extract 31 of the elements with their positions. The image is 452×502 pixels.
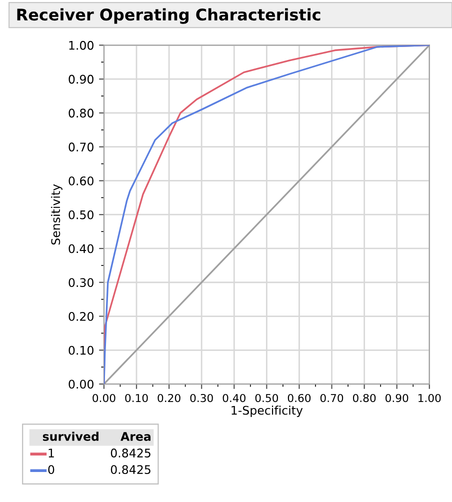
- y-tick-label: 0.40: [68, 244, 94, 254]
- y-tick-label: 0.50: [68, 210, 94, 220]
- y-tick-label: 0.20: [68, 312, 94, 321]
- text: 0.8425: [110, 465, 150, 474]
- y-tick-label: 0.60: [68, 176, 94, 186]
- y-tick-label: 1.00: [69, 40, 94, 50]
- x-tick-label: 1.00: [418, 394, 441, 402]
- y-tick-label: 0.80: [68, 108, 94, 118]
- x-tick-label: 0.10: [125, 394, 148, 402]
- legend-label: 1: [48, 448, 54, 458]
- x-tick-label: 0.60: [288, 394, 311, 402]
- y-tick-label: 0.70: [68, 142, 94, 152]
- x-tick-label: 0.80: [352, 394, 376, 402]
- y-axis-title: Sensitivity: [50, 184, 62, 245]
- y-tick-label: 0.90: [68, 74, 94, 84]
- legend-title: survived: [42, 432, 98, 441]
- x-tick-label: 0.70: [320, 394, 344, 402]
- x-tick-label: 0.30: [190, 394, 213, 402]
- chart-title: Receiver Operating Characteristic: [17, 8, 320, 24]
- x-tick-label: 0.90: [386, 394, 408, 402]
- text: Area: [120, 432, 150, 441]
- y-tick-label: 0.00: [68, 380, 94, 389]
- y-tick-label: 0.10: [68, 346, 94, 355]
- x-axis-title: 1-Specificity: [232, 406, 303, 418]
- x-tick-label: 0.20: [158, 394, 180, 402]
- y-tick-label: 0.30: [68, 278, 94, 288]
- x-tick-label: 0.50: [255, 394, 278, 402]
- x-tick-label: 0.40: [222, 394, 246, 402]
- x-tick-label: 0.00: [92, 394, 116, 402]
- legend-label: 0: [48, 465, 54, 474]
- text: 0.8425: [110, 448, 150, 458]
